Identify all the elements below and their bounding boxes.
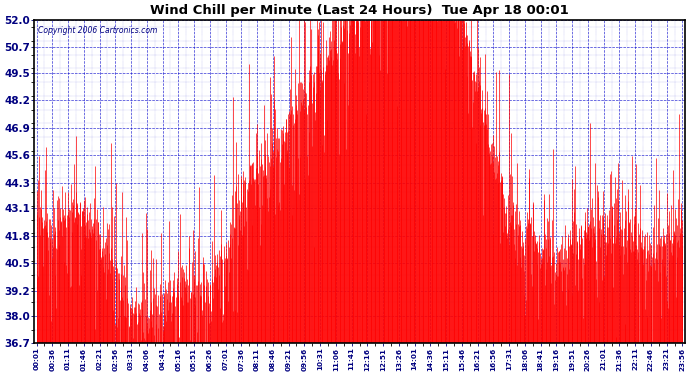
Text: Copyright 2006 Cartronics.com: Copyright 2006 Cartronics.com (37, 26, 157, 35)
Title: Wind Chill per Minute (Last 24 Hours)  Tue Apr 18 00:01: Wind Chill per Minute (Last 24 Hours) Tu… (150, 4, 569, 17)
